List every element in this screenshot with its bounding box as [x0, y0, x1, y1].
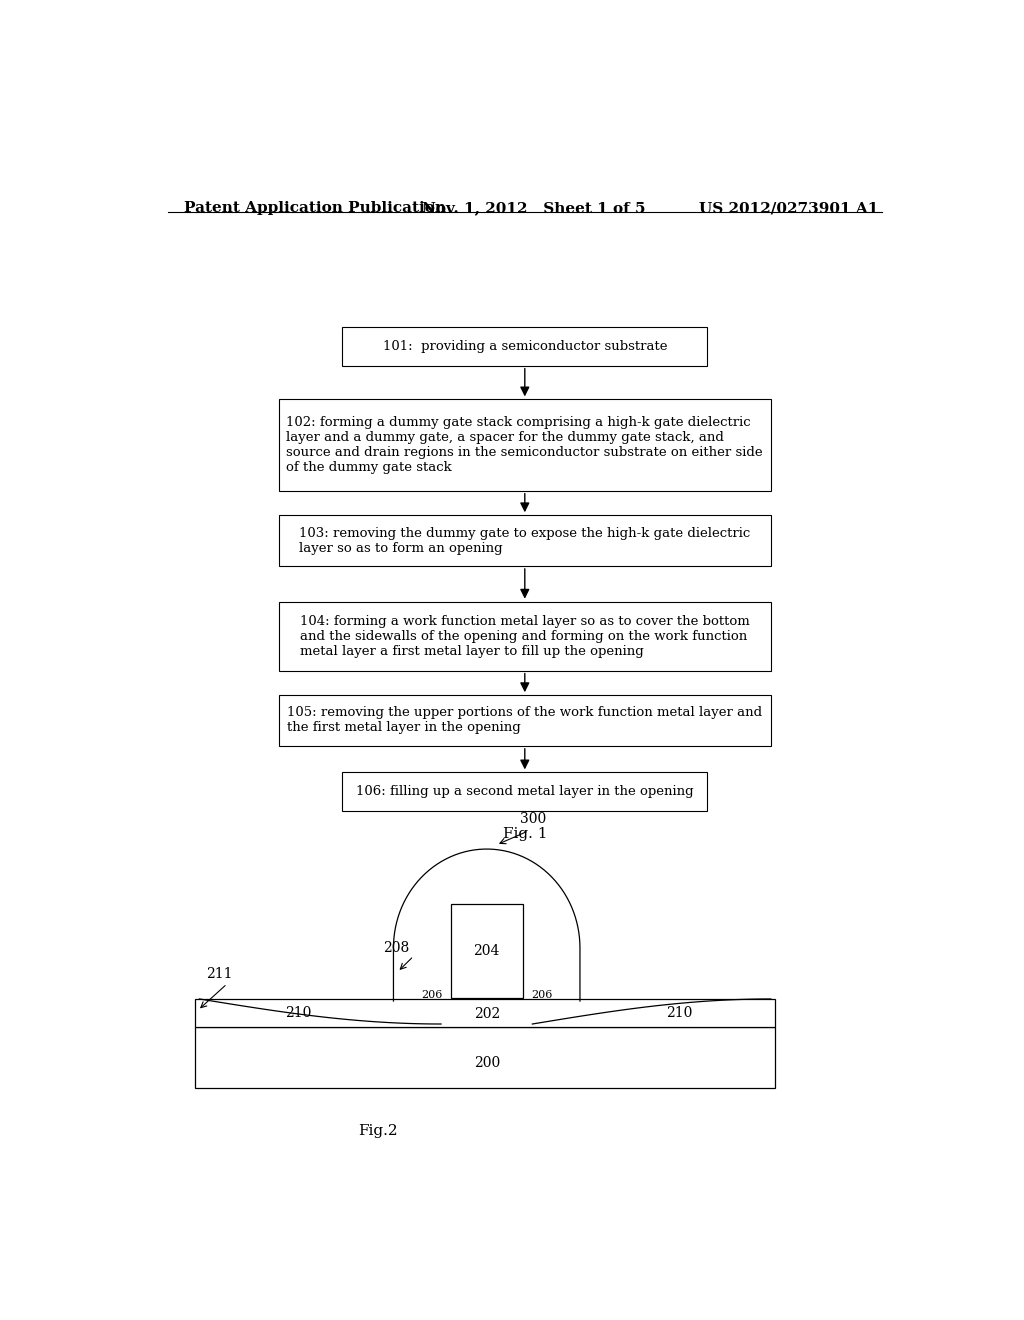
Text: Fig.2: Fig.2 — [358, 1125, 397, 1138]
Text: 103: removing the dummy gate to expose the high-k gate dielectric
layer so as to: 103: removing the dummy gate to expose t… — [299, 527, 751, 554]
Text: Patent Application Publication: Patent Application Publication — [183, 201, 445, 215]
Bar — [279, 399, 771, 491]
Text: 104: forming a work function metal layer so as to cover the bottom
and the sidew: 104: forming a work function metal layer… — [300, 615, 750, 657]
Bar — [196, 1027, 775, 1089]
Bar — [196, 999, 775, 1027]
Bar — [279, 515, 771, 566]
Text: 102: forming a dummy gate stack comprising a high-k gate dielectric
layer and a : 102: forming a dummy gate stack comprisi… — [287, 416, 763, 474]
Bar — [342, 327, 708, 366]
Text: 211: 211 — [206, 966, 232, 981]
Text: 300: 300 — [519, 812, 546, 825]
Text: 210: 210 — [667, 1006, 693, 1020]
Text: 202: 202 — [473, 1007, 500, 1022]
Text: 208: 208 — [383, 941, 410, 954]
Text: Nov. 1, 2012   Sheet 1 of 5: Nov. 1, 2012 Sheet 1 of 5 — [422, 201, 645, 215]
Text: 200: 200 — [473, 1056, 500, 1071]
Text: 206: 206 — [531, 990, 553, 1001]
Text: 204: 204 — [473, 944, 500, 958]
Text: 210: 210 — [286, 1006, 312, 1020]
Text: 106: filling up a second metal layer in the opening: 106: filling up a second metal layer in … — [356, 785, 693, 799]
Bar — [451, 904, 523, 998]
Text: Fig. 1: Fig. 1 — [503, 828, 547, 841]
Bar — [342, 772, 708, 810]
Bar — [279, 602, 771, 671]
Text: 105: removing the upper portions of the work function metal layer and
the first : 105: removing the upper portions of the … — [288, 706, 762, 734]
Text: US 2012/0273901 A1: US 2012/0273901 A1 — [699, 201, 879, 215]
Text: 206: 206 — [422, 990, 443, 1001]
Bar — [279, 696, 771, 746]
Text: 101:  providing a semiconductor substrate: 101: providing a semiconductor substrate — [383, 341, 667, 352]
